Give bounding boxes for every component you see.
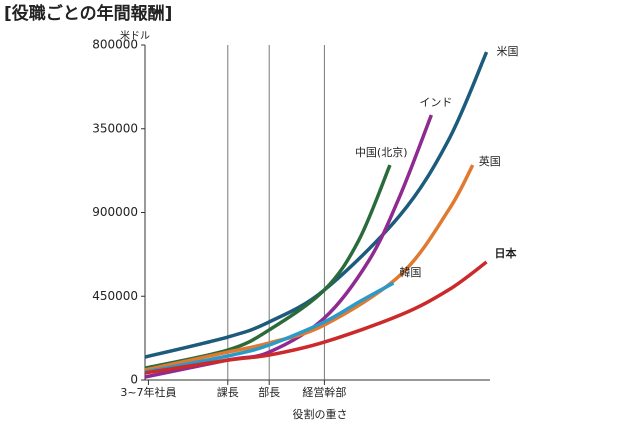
series-label: インド <box>419 96 452 109</box>
chart-title: [役職ごとの年間報酬] <box>4 3 172 24</box>
y-unit: 米ドル <box>120 29 150 42</box>
series-line <box>144 281 395 374</box>
y-tick-label: 350000 <box>92 121 138 135</box>
x-axis-label: 役割の重さ <box>293 407 348 421</box>
series-label: 英国 <box>479 154 501 168</box>
x-tick-label: 3~7年社員 <box>120 385 176 399</box>
y-tick-label: 900000 <box>92 205 138 219</box>
series-label: 日本 <box>495 246 517 260</box>
series-label: 韓国 <box>399 266 421 279</box>
y-tick-label: 800000 <box>92 38 138 52</box>
series-line <box>144 260 488 375</box>
x-tick-label: 課長 <box>217 385 239 399</box>
series-label: 米国 <box>497 45 519 58</box>
series-line <box>144 164 475 372</box>
x-tick-label: 経営幹部 <box>302 385 346 399</box>
y-tick-label: 450000 <box>92 289 138 303</box>
series-label: 中国(北京) <box>355 145 408 159</box>
x-tick-label: 部長 <box>258 385 280 399</box>
y-tick-label: 0 <box>130 373 138 387</box>
